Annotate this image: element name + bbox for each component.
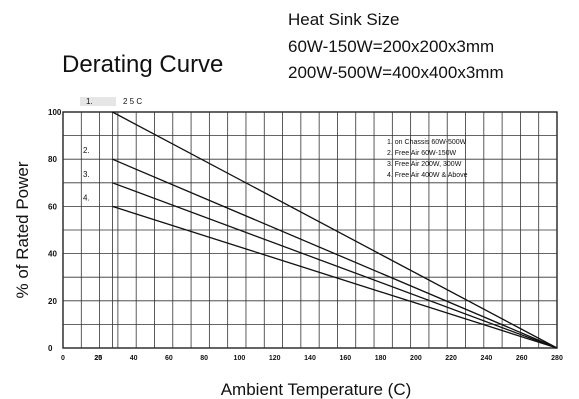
y-tick-label: 20 bbox=[48, 297, 57, 306]
x-tick-label: 180 bbox=[375, 355, 387, 362]
chart-title: Derating Curve bbox=[62, 51, 223, 78]
x-tick-label: 240 bbox=[481, 355, 493, 362]
derating-curve-1 bbox=[112, 111, 558, 349]
y-axis-ticks: 0 20 40 60 80 100 bbox=[48, 108, 62, 353]
heat-sink-line-2: 200W-500W=400x400x3mm bbox=[288, 63, 504, 82]
legend-item-3: 3. Free Air 200W, 300W bbox=[387, 161, 462, 168]
x-tick-label: 80 bbox=[200, 355, 208, 362]
series-label-3: 3. bbox=[83, 170, 90, 179]
series-label-4: 4. bbox=[83, 193, 90, 202]
top-marker-label: 1. bbox=[86, 97, 93, 106]
x-tick-label: 100 bbox=[234, 355, 246, 362]
x-tick-label: 160 bbox=[339, 355, 351, 362]
x-tick-label: 0 bbox=[61, 355, 65, 362]
legend-item-4: 4. Free Air 400W & Above bbox=[387, 172, 468, 179]
x-tick-label: 40 bbox=[130, 355, 138, 362]
heat-sink-line-1: 60W-150W=200x200x3mm bbox=[288, 37, 494, 56]
x-tick-label: 140 bbox=[304, 355, 316, 362]
heat-sink-title: Heat Sink Size bbox=[288, 10, 400, 29]
derating-curves bbox=[112, 111, 558, 349]
x-axis-ticks: 0 25 40 60 80 100 120 140 160 180 200 220 240 260 280 2… bbox=[61, 355, 563, 362]
y-tick-label: 80 bbox=[48, 155, 57, 164]
legend-item-2: 2. Free Air 60W-150W bbox=[387, 150, 457, 157]
top-marker-temp: 2 5 C bbox=[123, 97, 142, 106]
x-tick-label: 120 bbox=[269, 355, 281, 362]
legend: 1. on Chassis 60W-500W 2. Free Air 60W-1… bbox=[387, 139, 468, 179]
y-tick-label: 60 bbox=[48, 202, 57, 211]
y-tick-label: 100 bbox=[48, 108, 62, 117]
x-axis-label: Ambient Temperature (C) bbox=[221, 380, 412, 399]
y-axis-label: % of Rated Power bbox=[13, 161, 32, 298]
derating-curve-3 bbox=[112, 182, 558, 349]
x-tick-label: 20 bbox=[94, 355, 102, 362]
x-tick-label: 260 bbox=[516, 355, 528, 362]
x-tick-label: 280 bbox=[551, 355, 563, 362]
chart-grid bbox=[62, 111, 558, 349]
x-tick-label: 200 bbox=[410, 355, 422, 362]
legend-item-1: 1. on Chassis 60W-500W bbox=[387, 139, 467, 146]
y-tick-label: 0 bbox=[48, 344, 53, 353]
x-tick-label: 25 bbox=[94, 355, 102, 362]
derating-curve-2 bbox=[112, 158, 558, 349]
derating-curve-4 bbox=[112, 205, 558, 349]
x-tick-label: 220 bbox=[445, 355, 457, 362]
series-label-2: 2. bbox=[83, 146, 90, 155]
top-marker-box bbox=[80, 97, 116, 106]
y-tick-label: 40 bbox=[48, 250, 57, 259]
x-tick-label: 60 bbox=[165, 355, 173, 362]
series-labels: 2. 3. 4. bbox=[83, 146, 90, 202]
